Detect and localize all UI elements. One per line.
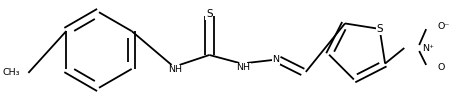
Text: N⁺: N⁺ <box>422 43 434 53</box>
Text: O⁻: O⁻ <box>437 22 449 31</box>
Text: NH: NH <box>236 63 250 72</box>
Text: NH: NH <box>169 65 183 74</box>
Text: S: S <box>376 24 383 34</box>
Text: N: N <box>273 55 280 64</box>
Text: S: S <box>206 9 212 19</box>
Text: O: O <box>437 63 444 72</box>
Text: CH₃: CH₃ <box>3 68 20 77</box>
